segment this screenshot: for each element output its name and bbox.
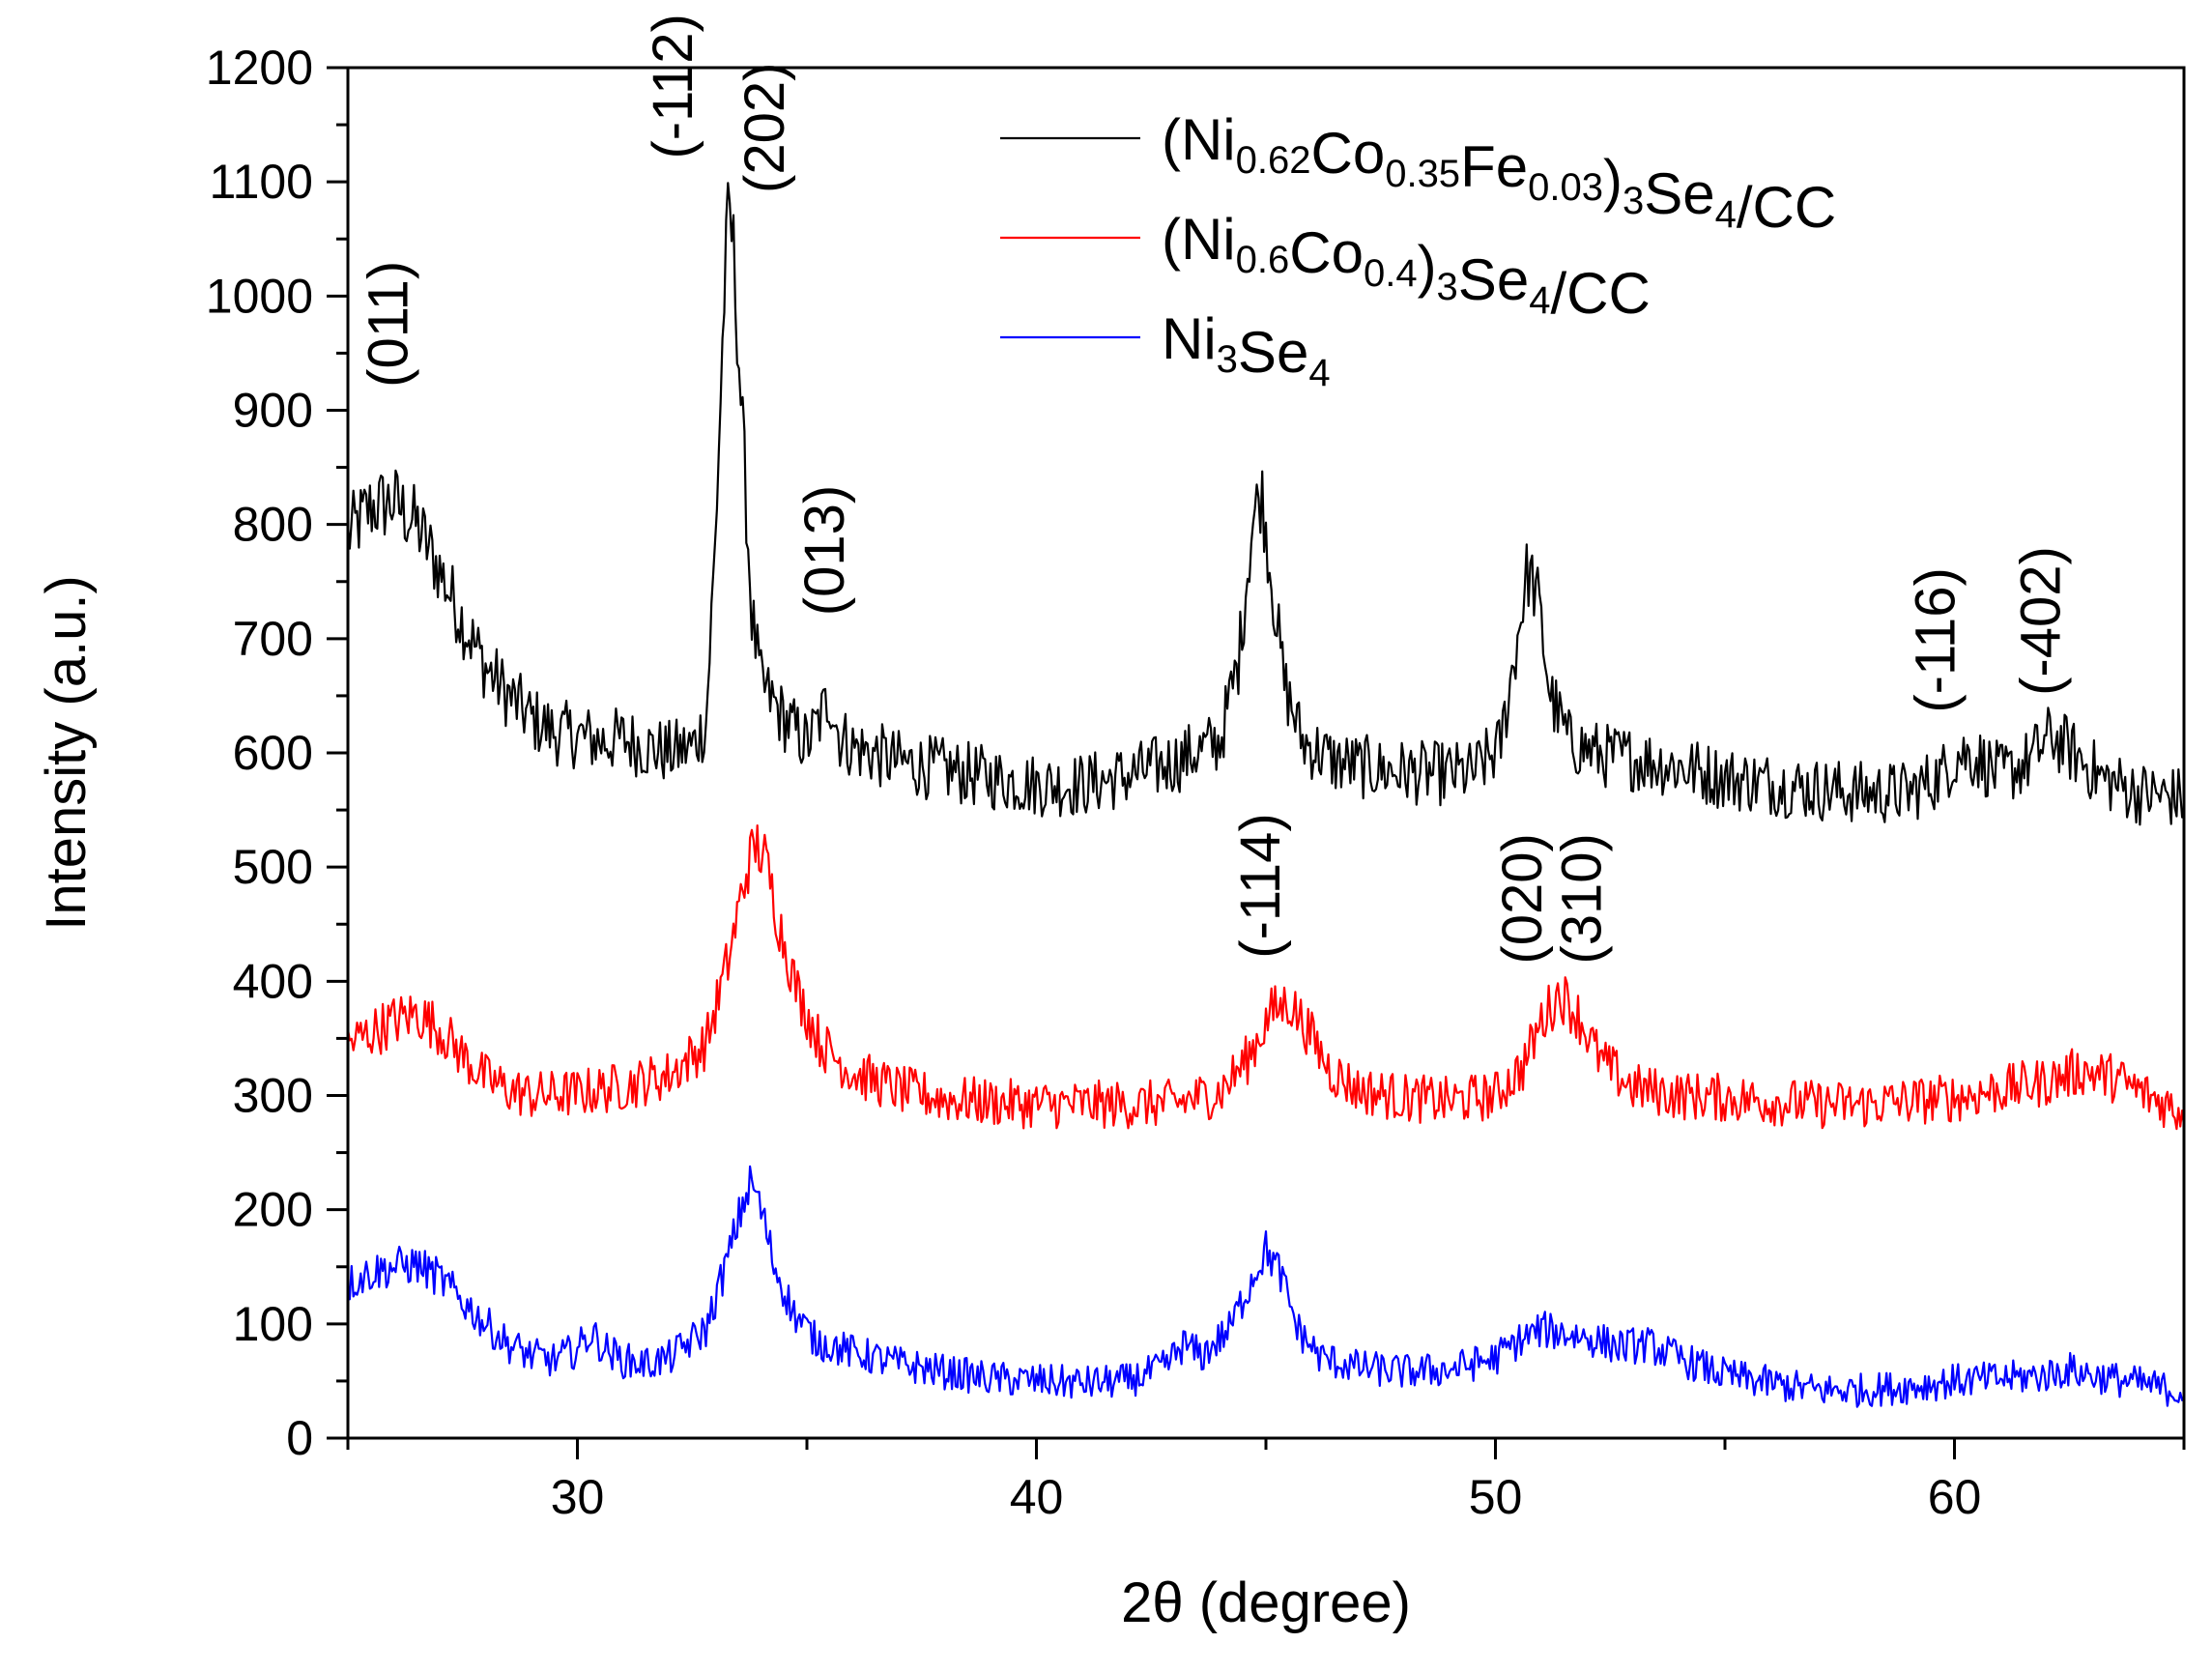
y-tick-label: 1200	[206, 41, 313, 95]
peak-label: (310)	[1551, 833, 1614, 964]
legend-label-0: (Ni0.62Co0.35Fe0.03)3Se4/CC	[1162, 107, 1836, 240]
y-tick-label: 600	[233, 726, 313, 780]
legend-label-1: (Ni0.6Co0.4)3Se4/CC	[1162, 207, 1651, 326]
peak-label: (202)	[733, 63, 796, 193]
y-tick-label: 200	[233, 1183, 313, 1237]
peak-label: (-402)	[2010, 546, 2073, 696]
x-axis-title: 2θ (degree)	[1121, 1571, 1411, 1634]
peak-label: (020)	[1491, 833, 1554, 964]
x-axis: 30 40 50 60	[346, 1438, 2186, 1524]
x-tick-label: 60	[1928, 1470, 1982, 1524]
y-tick-label: 800	[233, 498, 313, 552]
peak-label: (-114)	[1229, 813, 1292, 958]
y-tick-label: 100	[233, 1297, 313, 1351]
y-tick-label: 400	[233, 954, 313, 1008]
series-line-2	[346, 1165, 2185, 1408]
legend: (Ni0.62Co0.35Fe0.03)3Se4/CC(Ni0.6Co0.4)3…	[1000, 107, 1836, 394]
y-tick-label: 300	[233, 1069, 313, 1123]
series-line-1	[346, 824, 2186, 1131]
y-tick-label: 900	[233, 384, 313, 438]
peak-label: (-116)	[1905, 567, 1968, 712]
peak-label: (011)	[358, 261, 420, 388]
peak-label: (013)	[793, 485, 856, 616]
x-tick-label: 30	[551, 1470, 605, 1524]
y-tick-label: 1100	[209, 155, 313, 209]
x-tick-label: 40	[1010, 1470, 1064, 1524]
peak-label: (-112)	[642, 14, 704, 159]
series-layer	[346, 182, 2186, 1408]
x-tick-label: 50	[1469, 1470, 1523, 1524]
y-tick-label: 700	[233, 612, 313, 666]
y-axis-title: Intensity (a.u.)	[35, 575, 98, 930]
y-tick-label: 1000	[206, 269, 313, 323]
peak-annotations: (011) (-112) (202) (013) (-114) (020)(310) (-1…	[358, 14, 2073, 964]
y-axis: 0 100 200 300 400 500 600 700 800 900 1000 1100 1200	[206, 41, 348, 1465]
legend-label-2: Ni3Se4	[1162, 306, 1331, 394]
y-tick-label: 500	[233, 840, 313, 894]
series-line-0	[346, 182, 2186, 826]
y-tick-label: 0	[286, 1411, 313, 1465]
